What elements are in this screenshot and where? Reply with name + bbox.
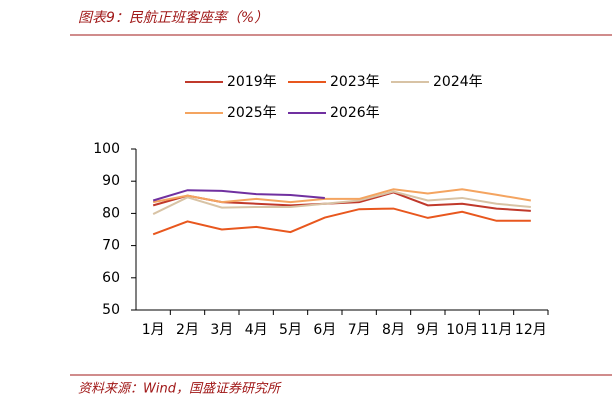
y-tick-label: 90 [102,173,120,189]
y-tick-label: 60 [102,270,120,286]
series-line [152,189,325,202]
legend-label: 2023年 [330,74,380,90]
legend-label: 2024年 [433,74,483,90]
x-tick-label: 3月 [210,322,233,338]
y-tick-label: 50 [102,302,120,318]
x-tick-label: 2月 [176,322,199,338]
legend-label: 2019年 [227,74,277,90]
source: 资料来源：Wind，国盛证券研究所 [78,381,282,397]
y-tick-label: 80 [102,205,120,221]
series-line [152,188,531,204]
y-tick-label: 100 [93,141,120,157]
x-tick-label: 5月 [279,322,302,338]
x-tick-label: 8月 [382,322,405,338]
x-tick-label: 4月 [245,322,268,338]
x-tick-label: 7月 [348,322,371,338]
x-tick-label: 6月 [313,322,336,338]
x-tick-label: 1月 [142,322,165,338]
x-tick-label: 10月 [446,322,478,338]
chart-title: 图表9：民航正班客座率（%） [78,10,268,26]
x-tick-label: 12月 [515,322,547,338]
legend-label: 2025年 [227,105,277,121]
x-tick-label: 11月 [481,322,513,338]
series-line [152,207,531,236]
y-tick-label: 70 [102,238,120,254]
legend-label: 2026年 [330,105,380,121]
series-line [152,190,531,215]
x-tick-label: 9月 [416,322,439,338]
